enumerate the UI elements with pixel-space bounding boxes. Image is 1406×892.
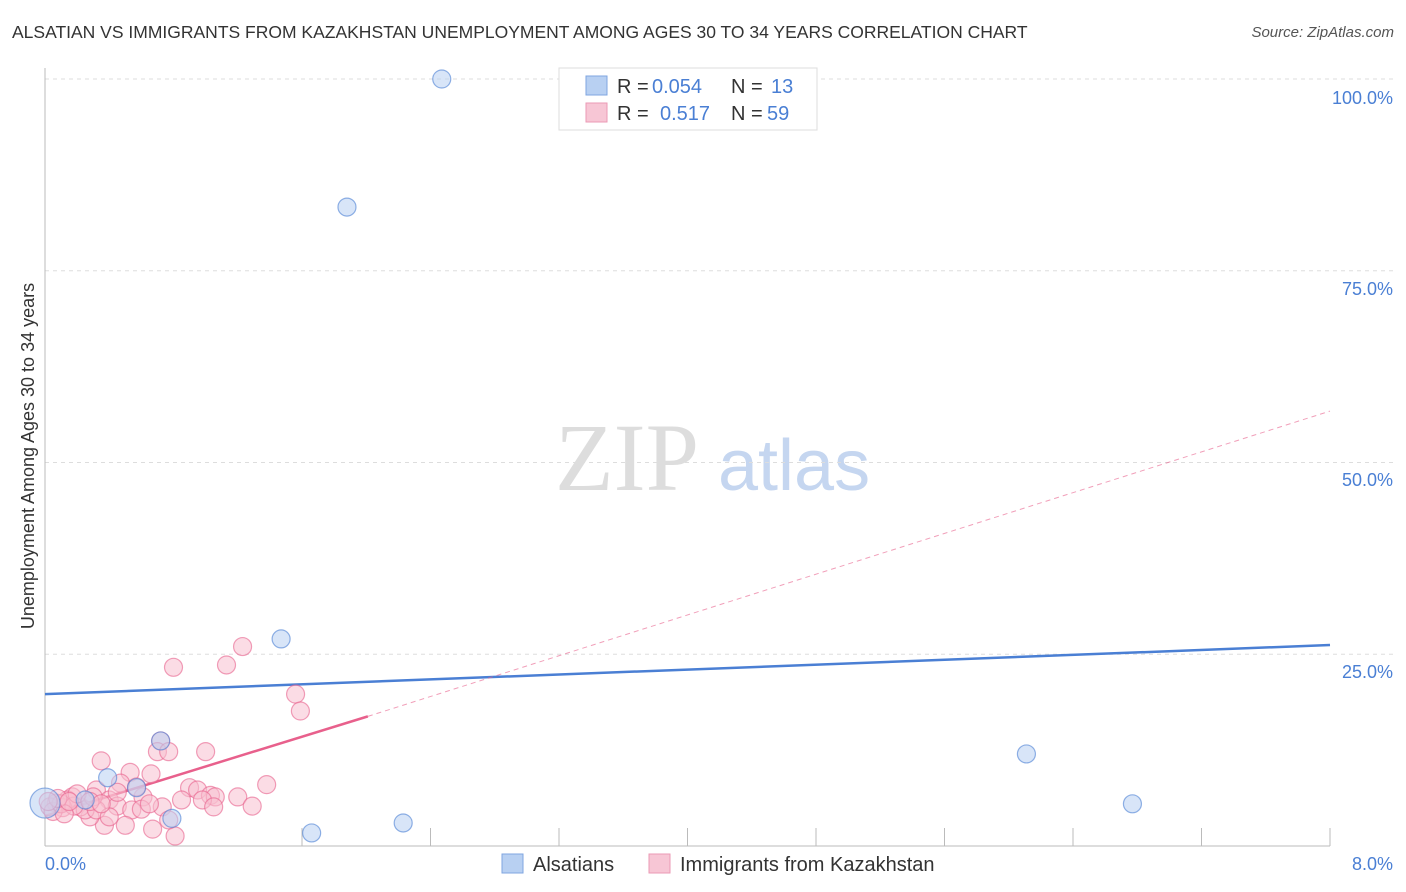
legend-swatch-alsatians — [501, 853, 524, 874]
data-point-alsatians — [98, 768, 118, 788]
data-point-kazakhstan — [257, 775, 277, 795]
stats-legend: R = 0.054 N = 13 R = 0.517 N = 59 — [558, 67, 818, 131]
y-tick-25: 25.0% — [1342, 662, 1393, 682]
data-point-alsatians — [393, 813, 413, 833]
legend-label-kazakhstan: Immigrants from Kazakhstan — [680, 854, 935, 876]
legend-swatch-kazakhstan — [648, 853, 671, 874]
data-point-alsatians — [271, 629, 291, 649]
stats-r-label: R = — [617, 103, 649, 125]
data-point-alsatians — [151, 731, 171, 751]
data-point-kazakhstan — [115, 815, 135, 835]
data-point-alsatians — [29, 787, 61, 819]
stats-n-value: 13 — [771, 76, 793, 98]
x-tick-max: 8.0% — [1352, 854, 1393, 874]
data-point-kazakhstan — [216, 655, 237, 675]
data-point-kazakhstan — [285, 684, 306, 704]
watermark-atlas: atlas — [718, 426, 870, 506]
x-tick-min: 0.0% — [45, 854, 86, 874]
data-point-kazakhstan — [242, 796, 262, 816]
data-point-kazakhstan — [91, 751, 111, 771]
stats-n-label: N = — [731, 103, 763, 125]
stats-swatch-alsatians — [585, 75, 608, 96]
data-point-alsatians — [432, 69, 452, 89]
stats-swatch-kazakhstan — [585, 102, 608, 123]
y-tick-75: 75.0% — [1342, 279, 1393, 299]
data-point-alsatians — [1016, 744, 1037, 764]
y-tick-50: 50.0% — [1342, 470, 1393, 490]
data-point-kazakhstan — [165, 826, 185, 846]
data-point-alsatians — [302, 823, 322, 843]
data-point-alsatians — [1122, 794, 1143, 814]
legend: Alsatians Immigrants from Kazakhstan — [501, 853, 935, 876]
stats-n-label: N = — [731, 76, 763, 98]
data-point-alsatians — [126, 778, 147, 798]
stats-r-label: R = — [617, 76, 649, 98]
watermark-zip: ZIP — [555, 404, 699, 511]
data-point-kazakhstan — [171, 790, 192, 810]
data-point-alsatians — [337, 197, 357, 217]
data-point-alsatians — [162, 808, 182, 828]
data-point-kazakhstan — [290, 701, 310, 721]
data-point-kazakhstan — [107, 782, 127, 802]
stats-r-value: 0.517 — [660, 103, 710, 125]
data-point-kazakhstan — [59, 791, 79, 812]
data-point-kazakhstan — [196, 742, 216, 762]
trendline-0 — [44, 643, 1331, 696]
data-point-alsatians — [75, 790, 95, 810]
trendline-extension — [367, 410, 1331, 717]
data-point-kazakhstan — [232, 636, 253, 657]
chart-title: ALSATIAN VS IMMIGRANTS FROM KAZAKHSTAN U… — [12, 22, 1028, 42]
y-axis-label: Unemployment Among Ages 30 to 34 years — [18, 283, 38, 629]
stats-r-value: 0.054 — [652, 76, 702, 98]
data-point-kazakhstan — [141, 764, 161, 784]
y-tick-100: 100.0% — [1332, 88, 1393, 108]
legend-label-alsatians: Alsatians — [533, 854, 614, 876]
stats-n-value: 59 — [767, 103, 789, 125]
source-label: Source: ZipAtlas.com — [1251, 24, 1394, 41]
data-point-kazakhstan — [143, 819, 163, 839]
data-point-kazakhstan — [163, 657, 184, 677]
data-point-kazakhstan — [228, 787, 248, 807]
data-point-kazakhstan — [139, 794, 160, 814]
data-point-kazakhstan — [204, 797, 224, 817]
data-point-kazakhstan — [91, 794, 111, 814]
